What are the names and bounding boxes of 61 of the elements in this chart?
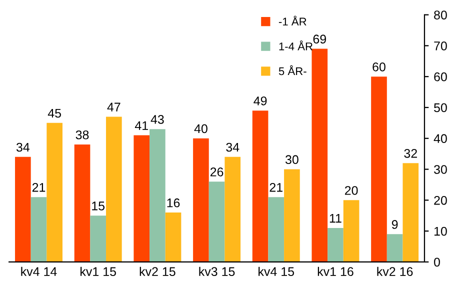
bar: [106, 116, 122, 262]
data-label: 21: [270, 182, 282, 192]
legend-label: 1-4 ÅR: [279, 40, 313, 50]
bar: [193, 138, 209, 262]
data-label: 30: [285, 155, 298, 164]
x-tick-label: kv2 16: [377, 266, 413, 276]
data-label: 34: [226, 142, 240, 152]
data-label: 26: [210, 168, 224, 176]
x-tick-label: kv3 15: [199, 266, 235, 276]
y-tick-label: 30: [434, 165, 447, 174]
bar: [134, 135, 150, 262]
bar: [224, 156, 241, 262]
data-label: 45: [48, 108, 62, 118]
bar: [74, 144, 90, 262]
x-tick-label: kv1 15: [80, 266, 116, 276]
y-tick-label: 80: [434, 10, 447, 20]
bar: [165, 212, 182, 262]
data-label: 9: [392, 220, 398, 229]
bar: [150, 129, 166, 262]
bar: [252, 110, 268, 262]
y-tick-label: 20: [434, 196, 447, 205]
y-tick-label: 10: [434, 226, 447, 236]
legend-label: -1 ÅR: [278, 16, 306, 26]
data-label: 21: [32, 182, 46, 192]
data-label: 38: [76, 130, 89, 140]
data-label: 20: [344, 186, 358, 195]
data-label: 69: [313, 34, 326, 44]
y-tick-label: 70: [434, 41, 447, 50]
bar: [328, 228, 344, 262]
x-tick-label: kv2 15: [140, 266, 176, 276]
legend-label: 5 ÅR-: [278, 65, 306, 76]
data-label: 43: [150, 115, 164, 124]
bar: [268, 197, 284, 262]
bar: [343, 200, 360, 262]
data-label: 32: [404, 148, 417, 158]
bar: [402, 163, 419, 262]
y-tick-label: 60: [434, 72, 447, 82]
data-label: 40: [194, 124, 208, 134]
y-tick-label: 40: [434, 134, 447, 144]
y-tick-label: 50: [434, 103, 447, 112]
data-label: 41: [134, 121, 148, 130]
bar: [30, 197, 47, 262]
data-label: 16: [167, 198, 180, 208]
bar: [284, 169, 300, 262]
x-tick-label: kv4 14: [21, 266, 57, 276]
bar: [386, 234, 403, 262]
bar: [312, 48, 328, 262]
bar: [15, 156, 31, 262]
data-label: 15: [92, 202, 105, 210]
x-tick-label: kv1 16: [318, 266, 354, 276]
data-label: 49: [254, 96, 267, 106]
bar: [208, 182, 225, 262]
data-label: 11: [330, 214, 342, 223]
bar: [46, 122, 62, 262]
data-label: 34: [16, 142, 30, 152]
data-label: 60: [372, 62, 386, 72]
bar: [90, 216, 106, 262]
bar: [371, 76, 387, 262]
x-tick-label: kv4 15: [258, 266, 294, 276]
data-label: 47: [107, 102, 120, 112]
y-tick-label: 0: [434, 258, 440, 267]
